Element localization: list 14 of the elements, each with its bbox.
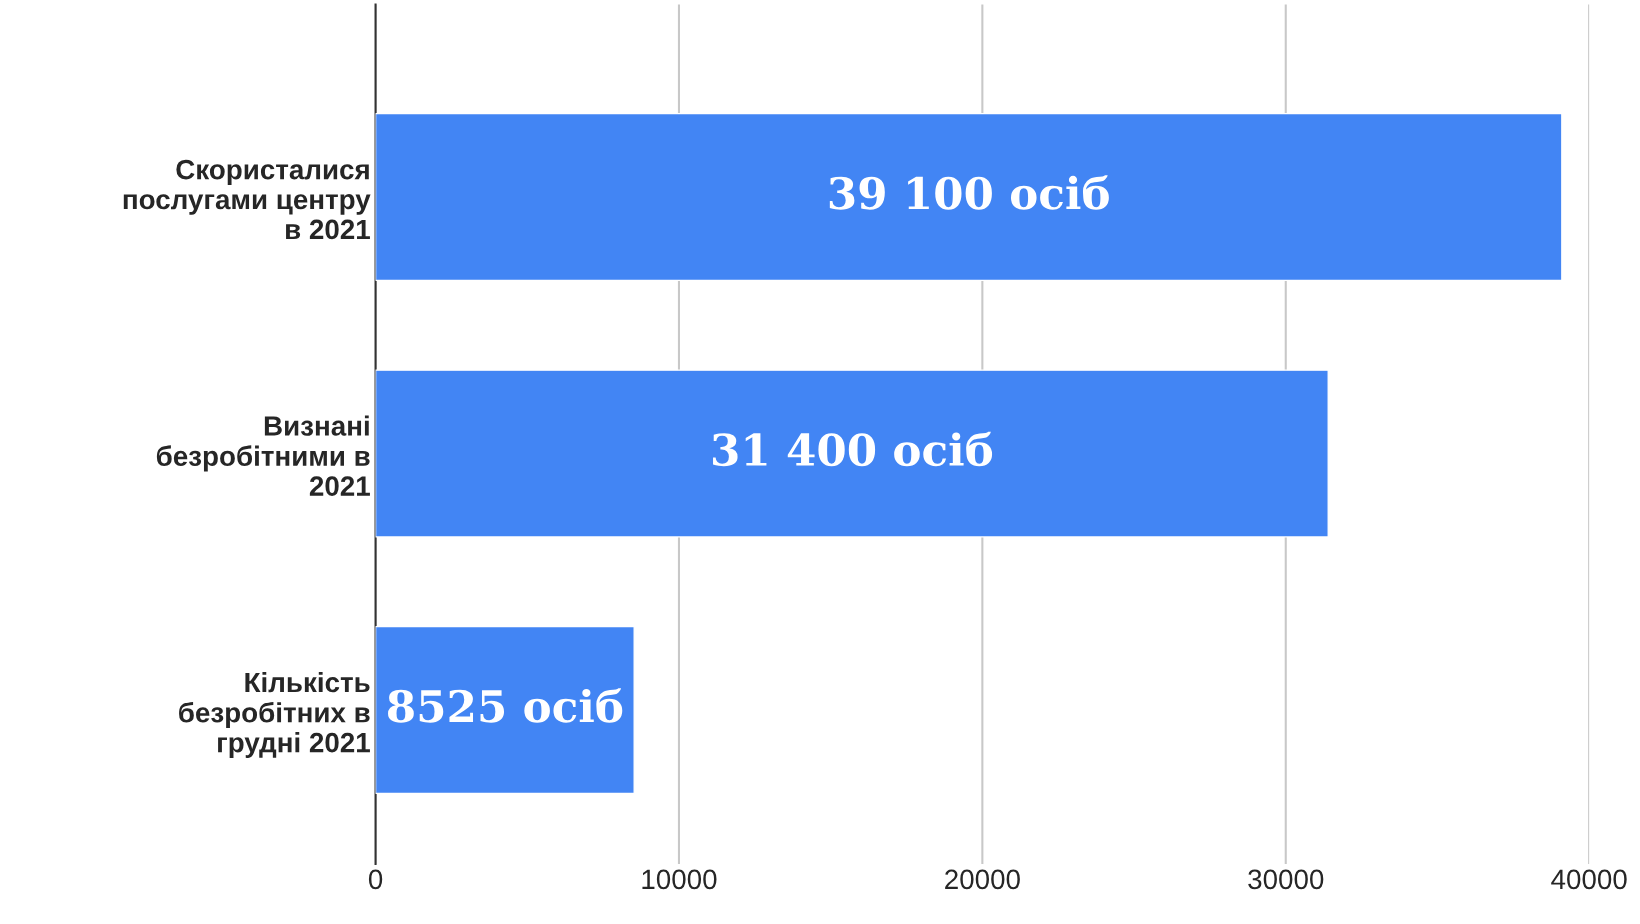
data-label: 31 400 осіб [713,431,993,467]
x-tick-label: 30000 [1248,869,1324,890]
y-tick-label: Скористалися послугами центру в 2021 [123,159,371,240]
y-tick-label: Кількість безробітних в грудні 2021 [179,671,370,758]
bar [375,625,635,795]
x-tick-label: 10000 [642,869,717,890]
bar [375,112,1563,282]
bar [375,369,1329,538]
data-label: 8525 осіб [388,688,623,723]
data-label: 39 100 осіб [829,175,1109,210]
x-tick-label: 0 [368,869,383,890]
x-tick-label: 20000 [945,869,1020,890]
x-tick-label: 40000 [1551,869,1627,890]
y-tick-label: Визнані безробітними в 2021 [156,415,370,496]
